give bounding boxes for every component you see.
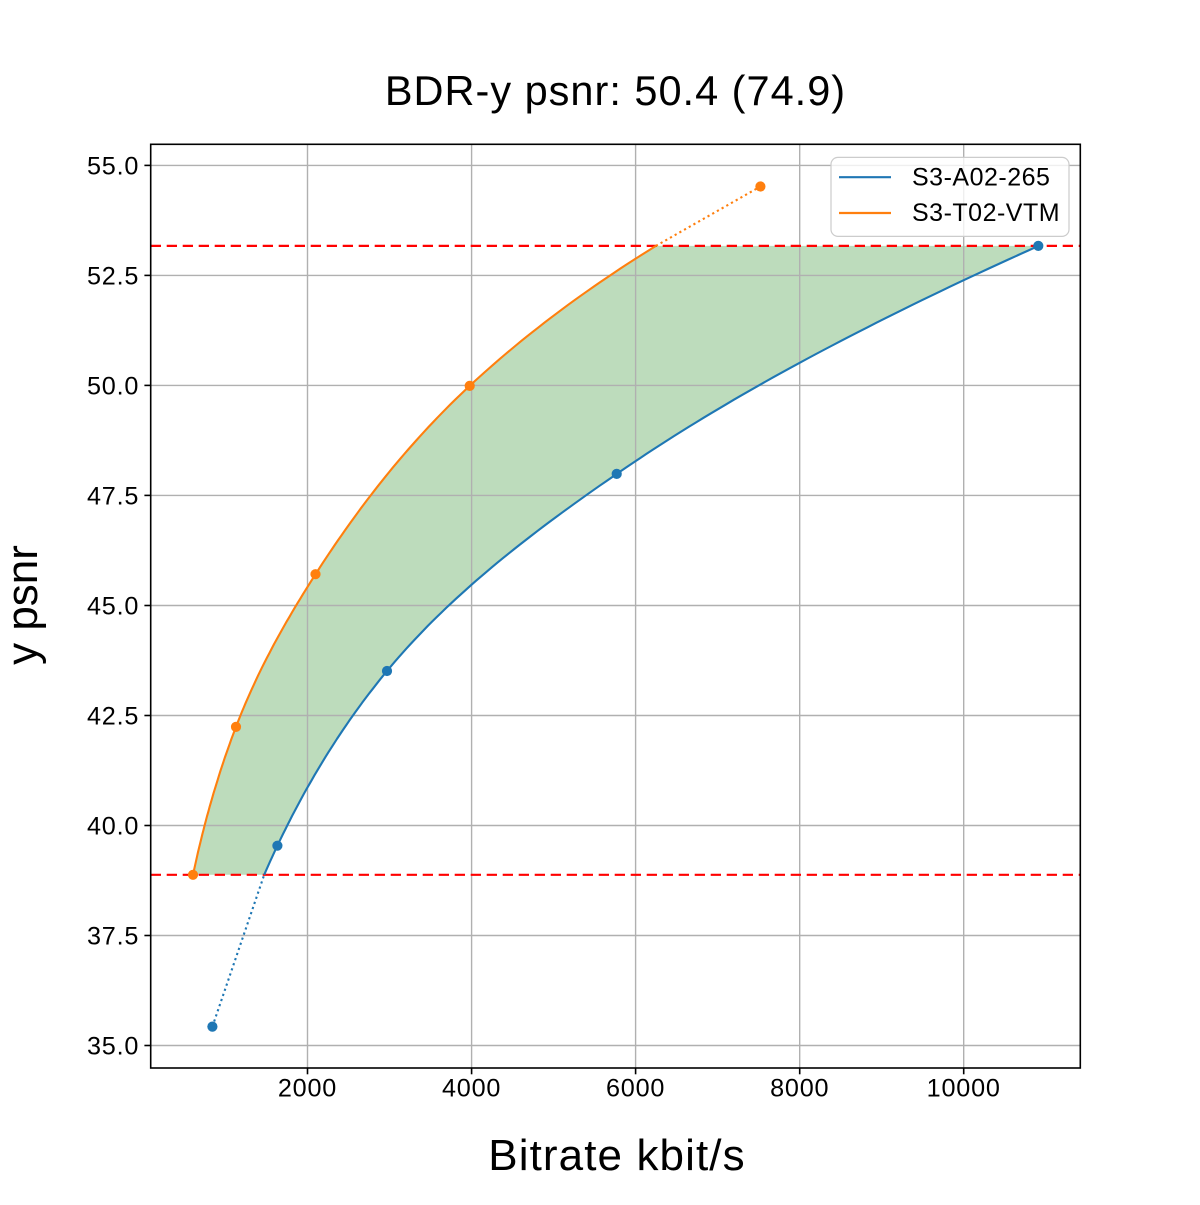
svg-text:50.0: 50.0 [87, 373, 139, 401]
svg-text:52.5: 52.5 [87, 263, 139, 291]
svg-text:BDR-y psnr: 50.4 (74.9): BDR-y psnr: 50.4 (74.9) [385, 67, 846, 114]
svg-text:2000: 2000 [278, 1075, 337, 1103]
svg-text:8000: 8000 [770, 1075, 829, 1103]
svg-text:55.0: 55.0 [87, 153, 139, 181]
svg-text:37.5: 37.5 [87, 923, 139, 951]
svg-text:45.0: 45.0 [87, 593, 139, 621]
svg-text:40.0: 40.0 [87, 813, 139, 841]
svg-text:42.5: 42.5 [87, 703, 139, 731]
svg-text:6000: 6000 [606, 1075, 665, 1103]
svg-text:S3-A02-265: S3-A02-265 [912, 164, 1050, 192]
svg-text:Bitrate kbit/s: Bitrate kbit/s [488, 1131, 746, 1180]
svg-text:y psnr: y psnr [0, 545, 47, 665]
svg-text:10000: 10000 [927, 1075, 1001, 1103]
svg-text:4000: 4000 [442, 1075, 501, 1103]
svg-text:47.5: 47.5 [87, 483, 139, 511]
svg-text:S3-T02-VTM: S3-T02-VTM [912, 199, 1060, 227]
svg-text:35.0: 35.0 [87, 1033, 139, 1061]
